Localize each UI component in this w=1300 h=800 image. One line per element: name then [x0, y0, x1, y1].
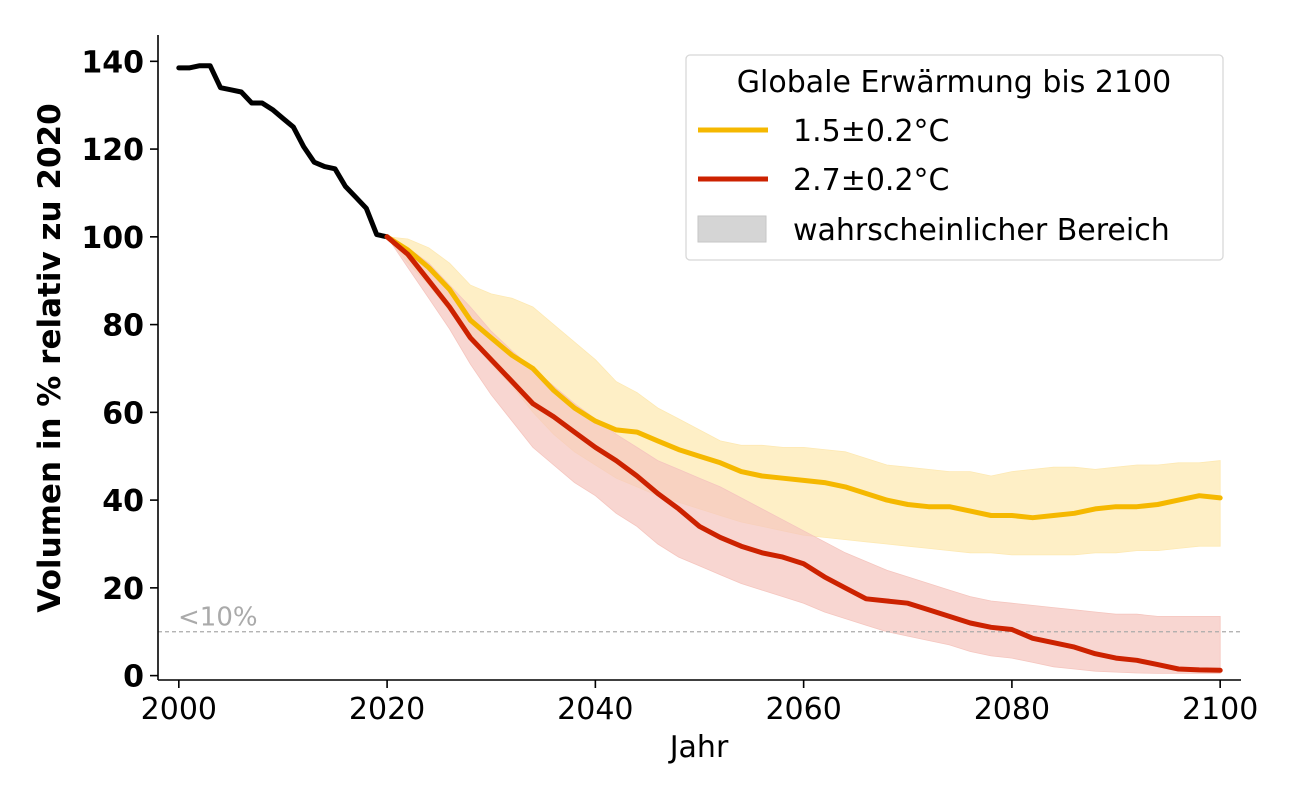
- x-tick-label: 2020: [349, 692, 425, 727]
- y-ticks: 0 20 40 60 80 100 120 140: [81, 45, 158, 695]
- y-tick-label: 120: [81, 133, 144, 168]
- y-tick-label: 100: [81, 221, 144, 256]
- y-tick-label: 140: [81, 45, 144, 80]
- series-lines: [176, 63, 1223, 673]
- legend-frame: [685, 54, 1224, 261]
- y-tick-label: 60: [102, 396, 144, 431]
- legend-title: Globale Erwärmung bis 2100: [737, 65, 1171, 100]
- line-scenario_15: [384, 234, 1223, 521]
- likely-range-bands: [386, 236, 1221, 674]
- line-scenario_27: [384, 234, 1223, 673]
- x-tick-label: 2000: [141, 692, 217, 727]
- band-scenario_27: [386, 236, 1221, 674]
- legend-label-1-5: 1.5±0.2°C: [793, 114, 950, 149]
- y-axis-title: Volumen in % relativ zu 2020: [32, 103, 68, 612]
- y-tick-label: 20: [102, 572, 144, 607]
- legend-swatch-range: [697, 215, 767, 243]
- x-axis-title: Jahr: [668, 730, 729, 765]
- legend-label-range: wahrscheinlicher Bereich: [793, 213, 1170, 248]
- y-tick-label: 0: [123, 660, 144, 695]
- y-tick-label: 40: [102, 484, 144, 519]
- x-tick-label: 2100: [1182, 692, 1258, 727]
- legend: Globale Erwärmung bis 2100 1.5±0.2°C 2.7…: [685, 54, 1224, 261]
- x-tick-label: 2080: [974, 692, 1050, 727]
- x-ticks: 2000 2020 2040 2060 2080 2100: [141, 680, 1258, 727]
- y-tick-label: 80: [102, 309, 144, 344]
- threshold-annotation: <10%: [158, 603, 1241, 633]
- x-tick-label: 2060: [765, 692, 841, 727]
- x-tick-label: 2040: [557, 692, 633, 727]
- line-historical: [176, 63, 390, 240]
- legend-label-2-7: 2.7±0.2°C: [793, 163, 950, 198]
- threshold-label: <10%: [178, 603, 258, 633]
